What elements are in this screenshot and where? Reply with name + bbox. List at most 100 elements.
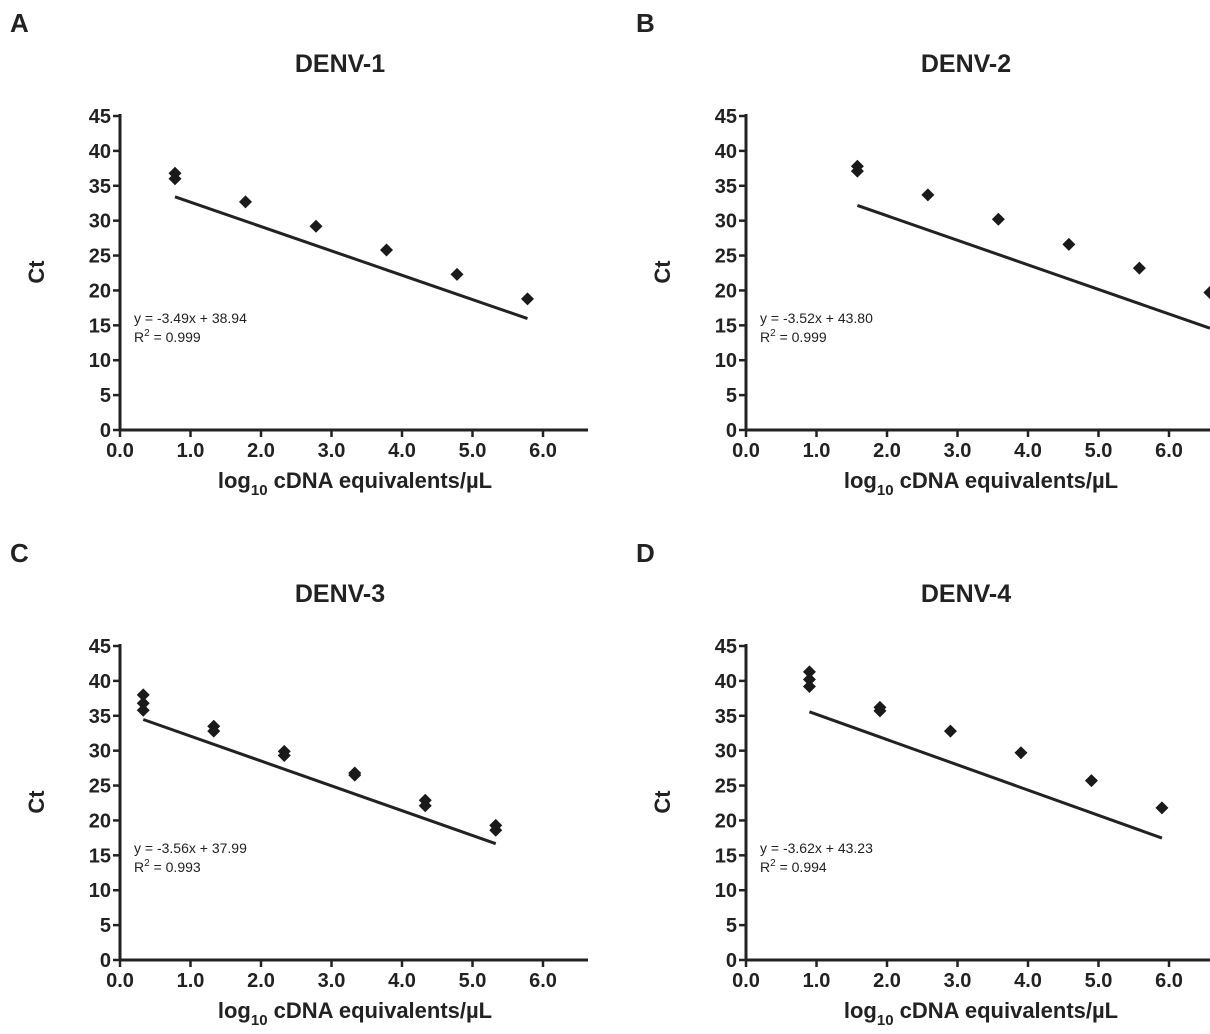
data-point <box>943 724 957 738</box>
x-tick-label: 4.0 <box>388 970 416 992</box>
y-tick-label: 10 <box>715 880 737 902</box>
data-point <box>489 823 503 837</box>
data-point <box>348 768 362 782</box>
y-tick-label: 40 <box>715 671 737 693</box>
y-tick-label: 20 <box>89 810 111 832</box>
y-tick-label: 20 <box>715 280 737 302</box>
data-point <box>207 724 221 738</box>
chart-title: DENV-2 <box>921 50 1011 78</box>
x-axis-label-sub: 10 <box>251 482 268 499</box>
regression-line <box>174 195 528 320</box>
data-point <box>136 696 150 710</box>
y-tick-label: 0 <box>726 950 737 972</box>
r-squared: R2 = 0.993 <box>134 858 201 875</box>
data-point <box>418 799 432 813</box>
y-tick-label: 10 <box>89 350 111 372</box>
y-tick-label: 25 <box>715 776 737 798</box>
x-tick-label: 2.0 <box>247 440 275 462</box>
x-tick-label: 4.0 <box>1014 970 1042 992</box>
x-tick-label: 4.0 <box>1014 440 1042 462</box>
r-squared-prefix: R <box>134 859 144 875</box>
chart-panel-d: D DENV-4 0 5 10 15 20 25 30 35 40 45 0.0 1.0 2.0 3.0 4.0… <box>636 538 1210 1029</box>
r-squared: R2 = 0.994 <box>760 858 827 875</box>
r-squared-sup: 2 <box>770 328 776 339</box>
x-axis-label-sub: 10 <box>877 1012 894 1029</box>
data-point <box>520 292 534 306</box>
x-axis-label-rest: cDNA equivalents/µL <box>894 998 1119 1023</box>
y-tick-label: 20 <box>89 280 111 302</box>
x-tick-label: 6.0 <box>1155 970 1183 992</box>
x-tick-label: 2.0 <box>247 970 275 992</box>
regression-line <box>808 710 1163 840</box>
data-point <box>1203 286 1210 300</box>
y-tick-label: 40 <box>89 141 111 163</box>
x-tick-label: 3.0 <box>318 440 346 462</box>
y-tick-label: 10 <box>715 350 737 372</box>
x-axis-label-rest: cDNA equivalents/µL <box>268 998 493 1023</box>
x-tick-label: 5.0 <box>459 970 487 992</box>
data-point <box>802 679 816 693</box>
r-squared-prefix: R <box>760 329 770 345</box>
y-tick-label: 15 <box>715 315 737 337</box>
x-axis-label-sub: 10 <box>251 1012 268 1029</box>
data-point <box>136 703 150 717</box>
data-point <box>309 219 323 233</box>
y-tick-label: 15 <box>89 845 111 867</box>
y-tick-label: 35 <box>715 176 737 198</box>
x-tick-label: 5.0 <box>459 440 487 462</box>
y-tick-label: 45 <box>89 636 111 658</box>
fit-equation: y = -3.62x + 43.23 <box>760 840 873 856</box>
x-axis-label-main: log <box>218 468 251 493</box>
x-axis-label-main: log <box>844 998 877 1023</box>
x-tick-label: 6.0 <box>1155 440 1183 462</box>
chart-panel-a: A DENV-1 0 5 10 15 20 25 30 35 40 45 0.0 1.0 2.0 3.0 4.0… <box>10 8 588 499</box>
x-tick-label: 0.0 <box>106 970 134 992</box>
x-tick-label: 6.0 <box>529 440 557 462</box>
x-tick-label: 3.0 <box>944 970 972 992</box>
y-tick-label: 15 <box>715 845 737 867</box>
panel-letter: A <box>10 8 29 38</box>
x-tick-label: 5.0 <box>1085 970 1113 992</box>
regression-line <box>142 718 497 846</box>
r-squared-prefix: R <box>760 859 770 875</box>
y-tick-label: 35 <box>89 176 111 198</box>
data-point <box>802 672 816 686</box>
x-tick-label: 2.0 <box>873 440 901 462</box>
data-point <box>450 267 464 281</box>
regression-line <box>856 203 1210 330</box>
data-point <box>1132 261 1146 275</box>
panel-letter: D <box>636 538 655 568</box>
y-tick-label: 45 <box>715 636 737 658</box>
data-point <box>1084 774 1098 788</box>
fit-equation: y = -3.52x + 43.80 <box>760 310 873 326</box>
x-axis-label-rest: cDNA equivalents/µL <box>268 468 493 493</box>
data-point <box>238 195 252 209</box>
data-point <box>1062 237 1076 251</box>
x-tick-label: 6.0 <box>529 970 557 992</box>
y-tick-label: 30 <box>89 211 111 233</box>
y-tick-label: 45 <box>715 106 737 128</box>
fit-equation: y = -3.56x + 37.99 <box>134 840 247 856</box>
x-tick-label: 1.0 <box>803 440 831 462</box>
r-squared: R2 = 0.999 <box>134 328 201 345</box>
y-tick-label: 0 <box>726 420 737 442</box>
data-point <box>921 188 935 202</box>
y-tick-label: 30 <box>89 741 111 763</box>
chart-title: DENV-3 <box>295 580 385 608</box>
x-tick-label: 3.0 <box>944 440 972 462</box>
r-squared-value: = 0.999 <box>776 329 827 345</box>
y-tick-label: 20 <box>715 810 737 832</box>
r-squared-prefix: R <box>134 329 144 345</box>
x-axis-label-sub: 10 <box>877 482 894 499</box>
y-tick-label: 25 <box>89 776 111 798</box>
data-point <box>991 212 1005 226</box>
x-tick-label: 1.0 <box>177 970 205 992</box>
y-axis-label: Ct <box>650 790 675 814</box>
r-squared-sup: 2 <box>770 858 776 869</box>
chart-title: DENV-1 <box>295 50 385 78</box>
x-tick-label: 0.0 <box>732 440 760 462</box>
y-axis-label: Ct <box>24 790 49 814</box>
x-tick-label: 0.0 <box>106 440 134 462</box>
fit-equation: y = -3.49x + 38.94 <box>134 310 247 326</box>
